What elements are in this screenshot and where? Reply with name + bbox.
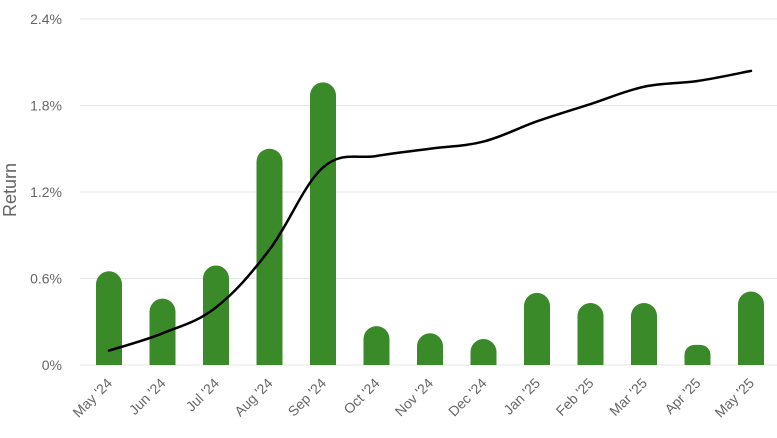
y-tick-label: 2.4% — [30, 11, 62, 27]
bar — [738, 291, 764, 365]
x-tick-label: Nov '24 — [392, 375, 437, 420]
y-tick-label: 0.6% — [30, 271, 62, 287]
x-axis-ticks: May '24 Jun '24 Jul '24 Aug '24 Sep '24 Oct '… — [69, 375, 757, 421]
x-tick-label: Jan '25 — [500, 375, 543, 418]
cumulative-return-line — [107, 69, 753, 352]
y-tick-label: 1.2% — [30, 184, 62, 200]
bar — [417, 333, 443, 365]
x-tick-label: Apr '25 — [661, 375, 704, 418]
x-tick-label: Sep '24 — [285, 375, 330, 420]
x-tick-label: Aug '24 — [231, 375, 276, 420]
bar — [310, 82, 336, 365]
bar — [149, 298, 176, 365]
gridlines — [80, 18, 777, 366]
bar — [577, 303, 604, 365]
bar — [524, 292, 550, 365]
bar — [96, 271, 122, 365]
x-tick-label: Jul '24 — [183, 375, 223, 415]
y-tick-label: 1.8% — [30, 98, 62, 114]
bars — [96, 82, 764, 365]
y-axis-ticks: 0% 0.6% 1.2% 1.8% 2.4% — [30, 11, 62, 373]
x-tick-label: Oct '24 — [340, 375, 383, 418]
bar — [684, 344, 711, 365]
bar — [203, 265, 229, 365]
x-tick-label: Feb '25 — [553, 375, 597, 419]
bar — [470, 339, 497, 365]
x-tick-label: Dec '24 — [445, 375, 490, 420]
x-tick-label: Mar '25 — [606, 375, 650, 419]
x-tick-label: May '24 — [69, 375, 115, 421]
bar — [256, 148, 283, 365]
y-tick-label: 0% — [42, 357, 62, 373]
x-tick-label: May '25 — [711, 375, 757, 421]
y-axis-title: Return — [0, 163, 20, 217]
cumulative-line-group — [107, 69, 753, 352]
bar — [631, 303, 657, 365]
x-tick-label: Jun '24 — [126, 375, 169, 418]
bar — [363, 326, 390, 365]
